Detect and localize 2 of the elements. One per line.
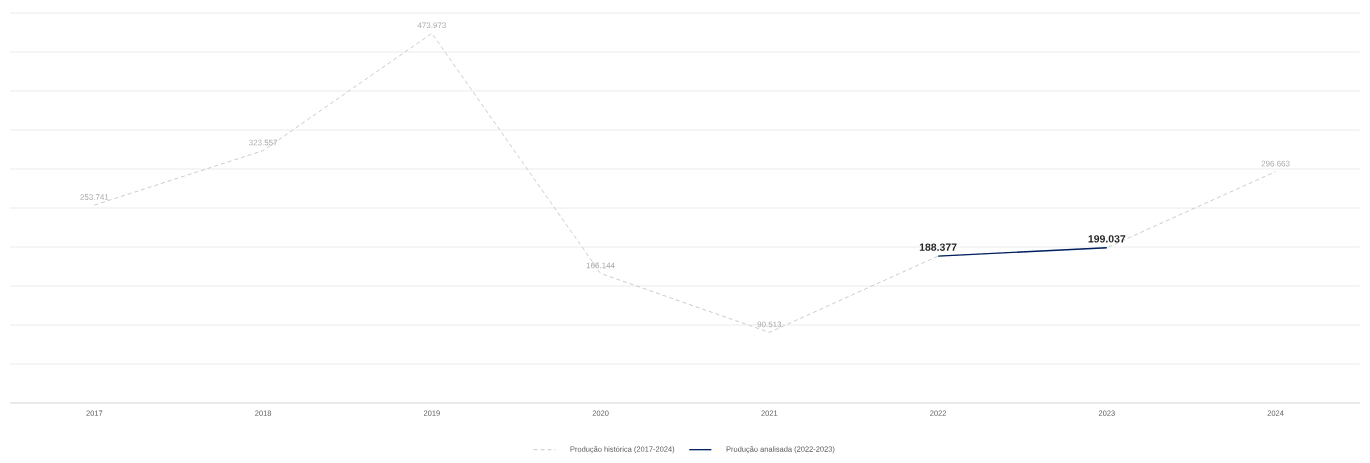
- data-label: 188.377: [919, 243, 957, 251]
- data-label: 199.037: [1088, 235, 1126, 243]
